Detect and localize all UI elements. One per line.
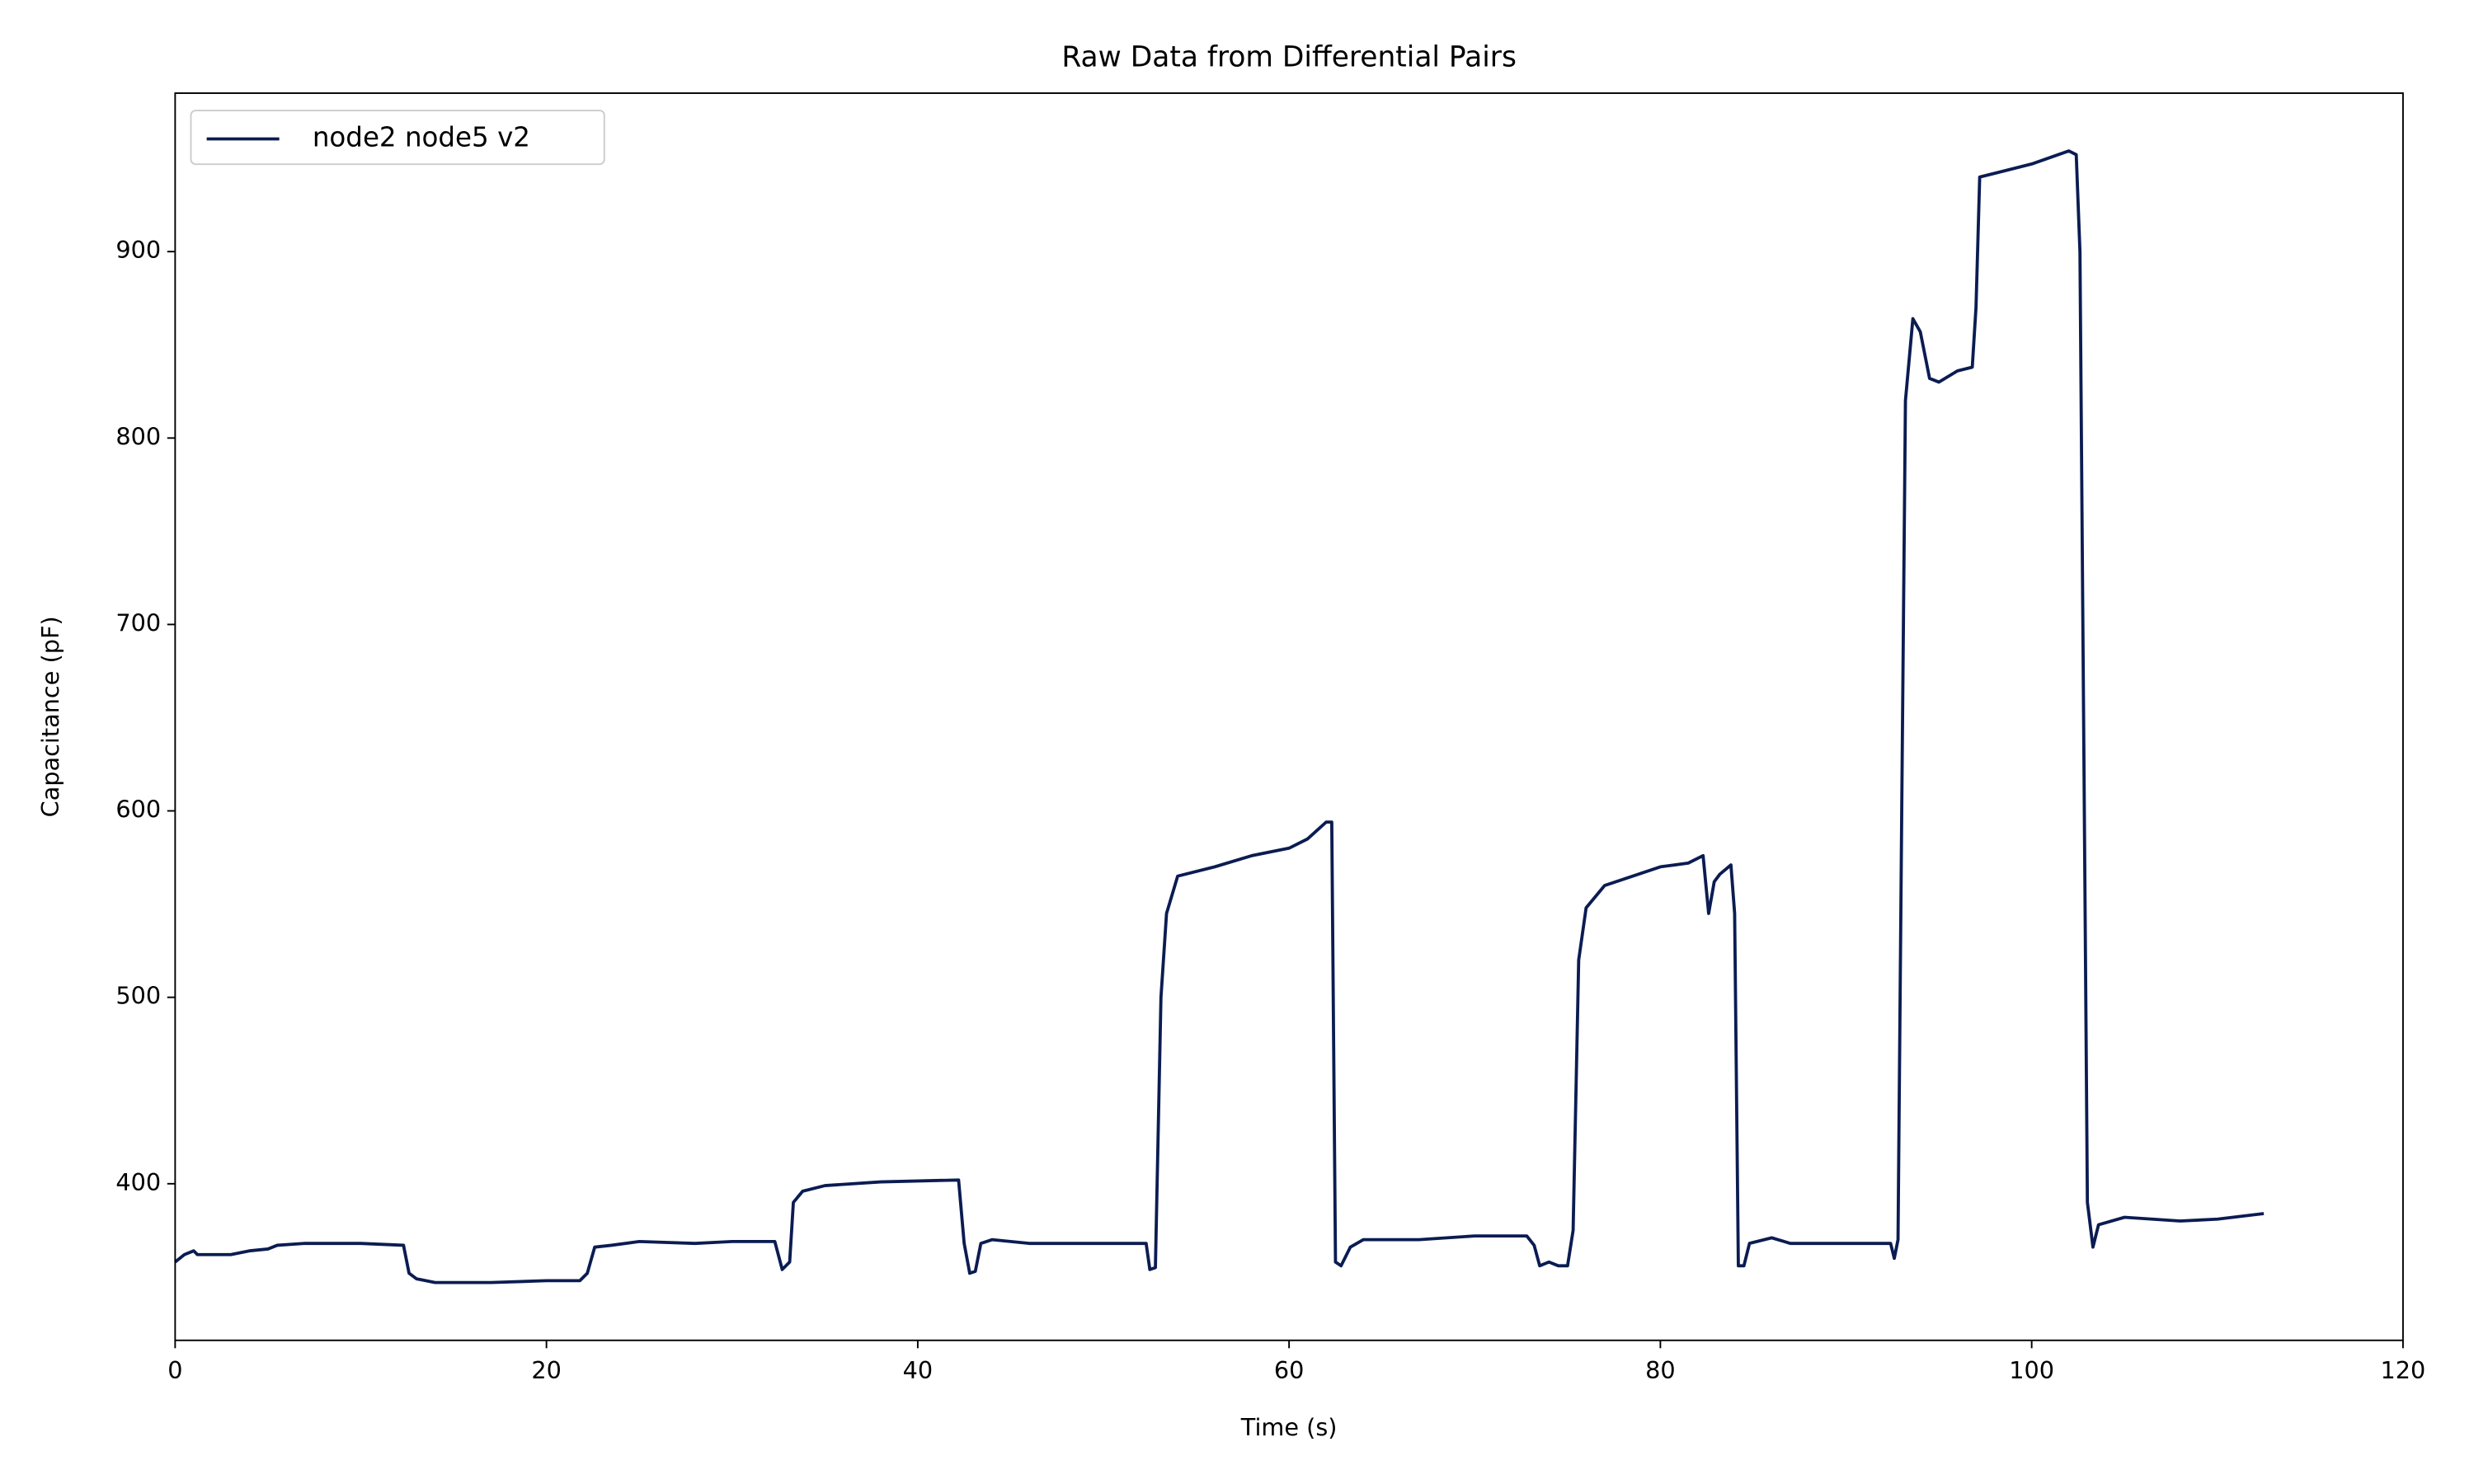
y-tick-label: 700	[115, 608, 161, 636]
y-tick-label: 900	[115, 236, 161, 264]
y-axis-label: Capacitance (pF)	[36, 616, 64, 817]
x-axis-label: Time (s)	[1240, 1413, 1338, 1441]
x-tick-label: 20	[531, 1356, 562, 1384]
y-tick-label: 500	[115, 982, 161, 1010]
y-tick-label: 400	[115, 1168, 161, 1196]
legend-box	[190, 110, 605, 166]
data-line	[174, 149, 2265, 1284]
x-tick-label: 60	[1274, 1356, 1305, 1384]
x-tick-label: 0	[167, 1356, 182, 1384]
y-tick-label: 800	[115, 422, 161, 450]
x-tick-label: 100	[2009, 1356, 2054, 1384]
x-tick-label: 80	[1645, 1356, 1676, 1384]
plot-frame	[174, 92, 2404, 1341]
legend-label: node2 node5 v2	[313, 122, 530, 153]
y-tick-label: 600	[115, 796, 161, 824]
legend: node2 node5 v2	[190, 110, 605, 166]
x-tick-label: 40	[903, 1356, 934, 1384]
chart-title: Raw Data from Differential Pairs	[1061, 40, 1517, 73]
x-tick-label: 120	[2381, 1356, 2426, 1384]
